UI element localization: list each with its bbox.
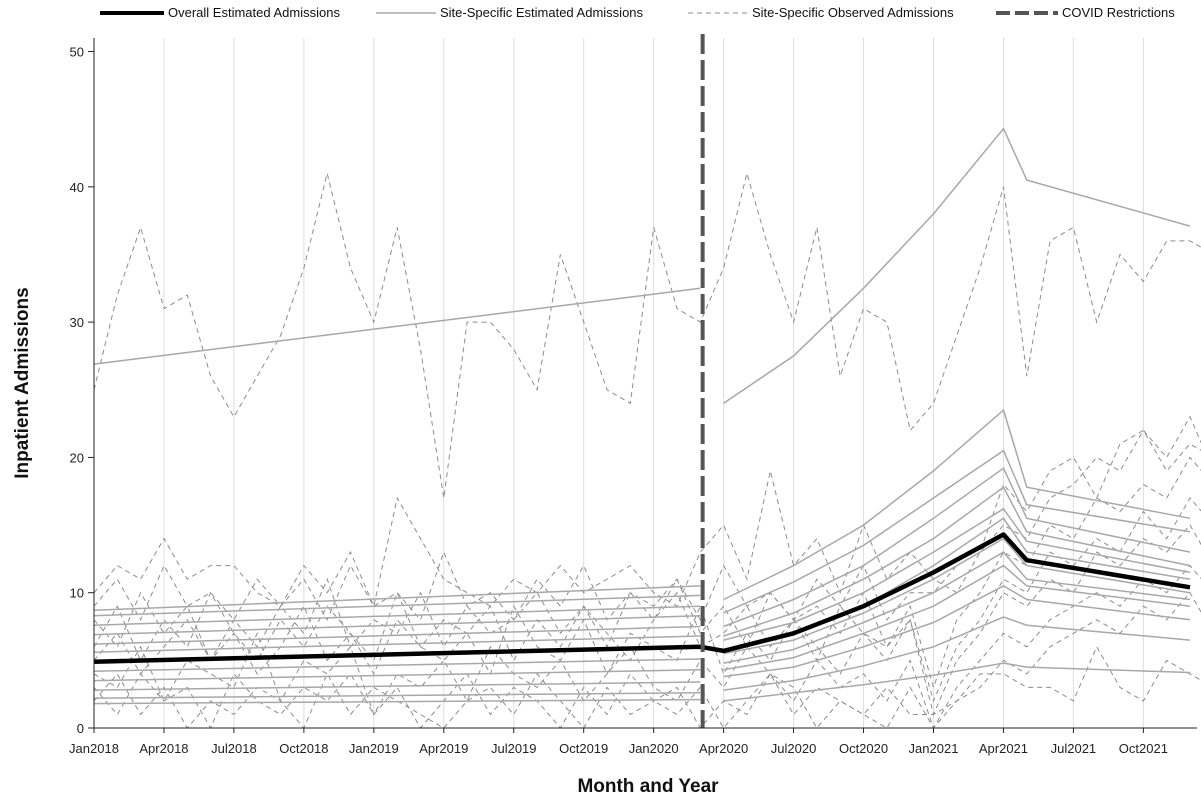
- legend-item-overall: Overall Estimated Admissions: [100, 5, 340, 20]
- legend-swatch-site-estimated: [376, 11, 436, 14]
- site-estimated-pre: [93, 698, 701, 705]
- site-estimated-pre: [93, 669, 701, 682]
- site-observed-lines: [93, 171, 1201, 730]
- legend-label-overall: Overall Estimated Admissions: [168, 5, 340, 20]
- x-tick-label: Jan2018: [69, 741, 119, 756]
- legend-label-site-observed: Site-Specific Observed Admissions: [752, 5, 954, 20]
- site-estimated-post: [723, 564, 1191, 671]
- site-estimated-pre: [93, 594, 701, 617]
- x-tick-label: Jul2020: [771, 741, 817, 756]
- site-observed-series: [93, 415, 1201, 621]
- site-estimated-pre: [93, 605, 701, 626]
- site-estimated-post: [723, 507, 1191, 641]
- legend-label-covid: COVID Restrictions: [1062, 5, 1175, 20]
- legend-item-covid: COVID Restrictions: [996, 5, 1175, 20]
- site-estimated-post: [723, 585, 1191, 678]
- site-observed-series: [93, 456, 1201, 690]
- legend-swatch-covid: [996, 10, 1058, 15]
- overall-estimated-series: [93, 532, 1191, 664]
- x-tick-label: Jul2018: [211, 741, 257, 756]
- x-tick-label: Oct2021: [1119, 741, 1168, 756]
- site-estimated-pre: [93, 614, 701, 636]
- site-estimated-post: [723, 408, 1191, 601]
- site-estimated-post: [723, 486, 1191, 637]
- site-observed-series: [93, 429, 1201, 608]
- x-tick-label: Apr2018: [139, 741, 188, 756]
- site-estimated-post: [723, 662, 1191, 702]
- site-observed-series: [93, 524, 1201, 717]
- y-tick-label: 50: [70, 45, 84, 60]
- site-estimated-pre: [93, 625, 701, 645]
- x-tick-label: Apr2020: [699, 741, 748, 756]
- legend-swatch-site-observed: [688, 12, 748, 13]
- x-tick-label: Apr2019: [419, 741, 468, 756]
- legend-swatch-overall: [100, 10, 164, 15]
- site-observed-series: [93, 171, 1201, 499]
- y-ticks: 0 10 20 30 40 50: [70, 45, 94, 736]
- y-tick-label: 10: [70, 586, 84, 601]
- x-tick-label: Oct2018: [279, 741, 328, 756]
- x-tick-label: Jan2021: [909, 741, 959, 756]
- x-tick-label: Jul2021: [1051, 741, 1097, 756]
- chart-legend: Overall Estimated Admissions Site-Specif…: [0, 0, 1201, 30]
- site-estimated-post: [723, 551, 1191, 664]
- y-tick-label: 0: [77, 721, 84, 736]
- y-tick-label: 40: [70, 180, 84, 195]
- site-estimated-post: [723, 127, 1191, 404]
- site-estimated-pre: [93, 585, 701, 612]
- site-estimated-post: [723, 467, 1191, 628]
- y-tick-label: 20: [70, 450, 84, 465]
- site-estimated-lines: [93, 127, 1191, 705]
- site-estimated-post: [723, 616, 1191, 691]
- x-axis-title: Month and Year: [577, 776, 719, 797]
- x-tick-label: Jan2020: [629, 741, 679, 756]
- x-tick-label: Apr2021: [979, 741, 1028, 756]
- site-estimated-pre: [93, 658, 701, 672]
- axes: [93, 38, 1197, 729]
- site-observed-series: [93, 564, 1201, 730]
- site-observed-series: [93, 497, 1201, 703]
- x-tick-label: Jul2019: [491, 741, 537, 756]
- legend-label-site-estimated: Site-Specific Estimated Admissions: [440, 5, 644, 20]
- grid-lines: [163, 38, 1144, 728]
- legend-item-site-observed: Site-Specific Observed Admissions: [688, 5, 954, 20]
- x-tick-label: Oct2019: [559, 741, 608, 756]
- site-estimated-post: [723, 449, 1191, 614]
- legend-item-site-estimated: Site-Specific Estimated Admissions: [376, 5, 643, 20]
- site-estimated-pre: [93, 287, 701, 365]
- x-tick-label: Jan2019: [349, 741, 399, 756]
- site-estimated-post: [723, 537, 1191, 655]
- site-estimated-pre: [93, 692, 701, 699]
- overall-estimated-line: [93, 532, 1191, 664]
- y-tick-label: 30: [70, 315, 84, 330]
- x-ticks: Jan2018 Apr2018 Jul2018 Oct2018 Jan2019 Apr20…: [69, 728, 1168, 756]
- site-estimated-pre: [93, 681, 701, 691]
- x-tick-label: Oct2020: [839, 741, 888, 756]
- site-estimated-pre: [93, 635, 701, 653]
- y-axis-title: Inpatient Admissions: [12, 287, 33, 478]
